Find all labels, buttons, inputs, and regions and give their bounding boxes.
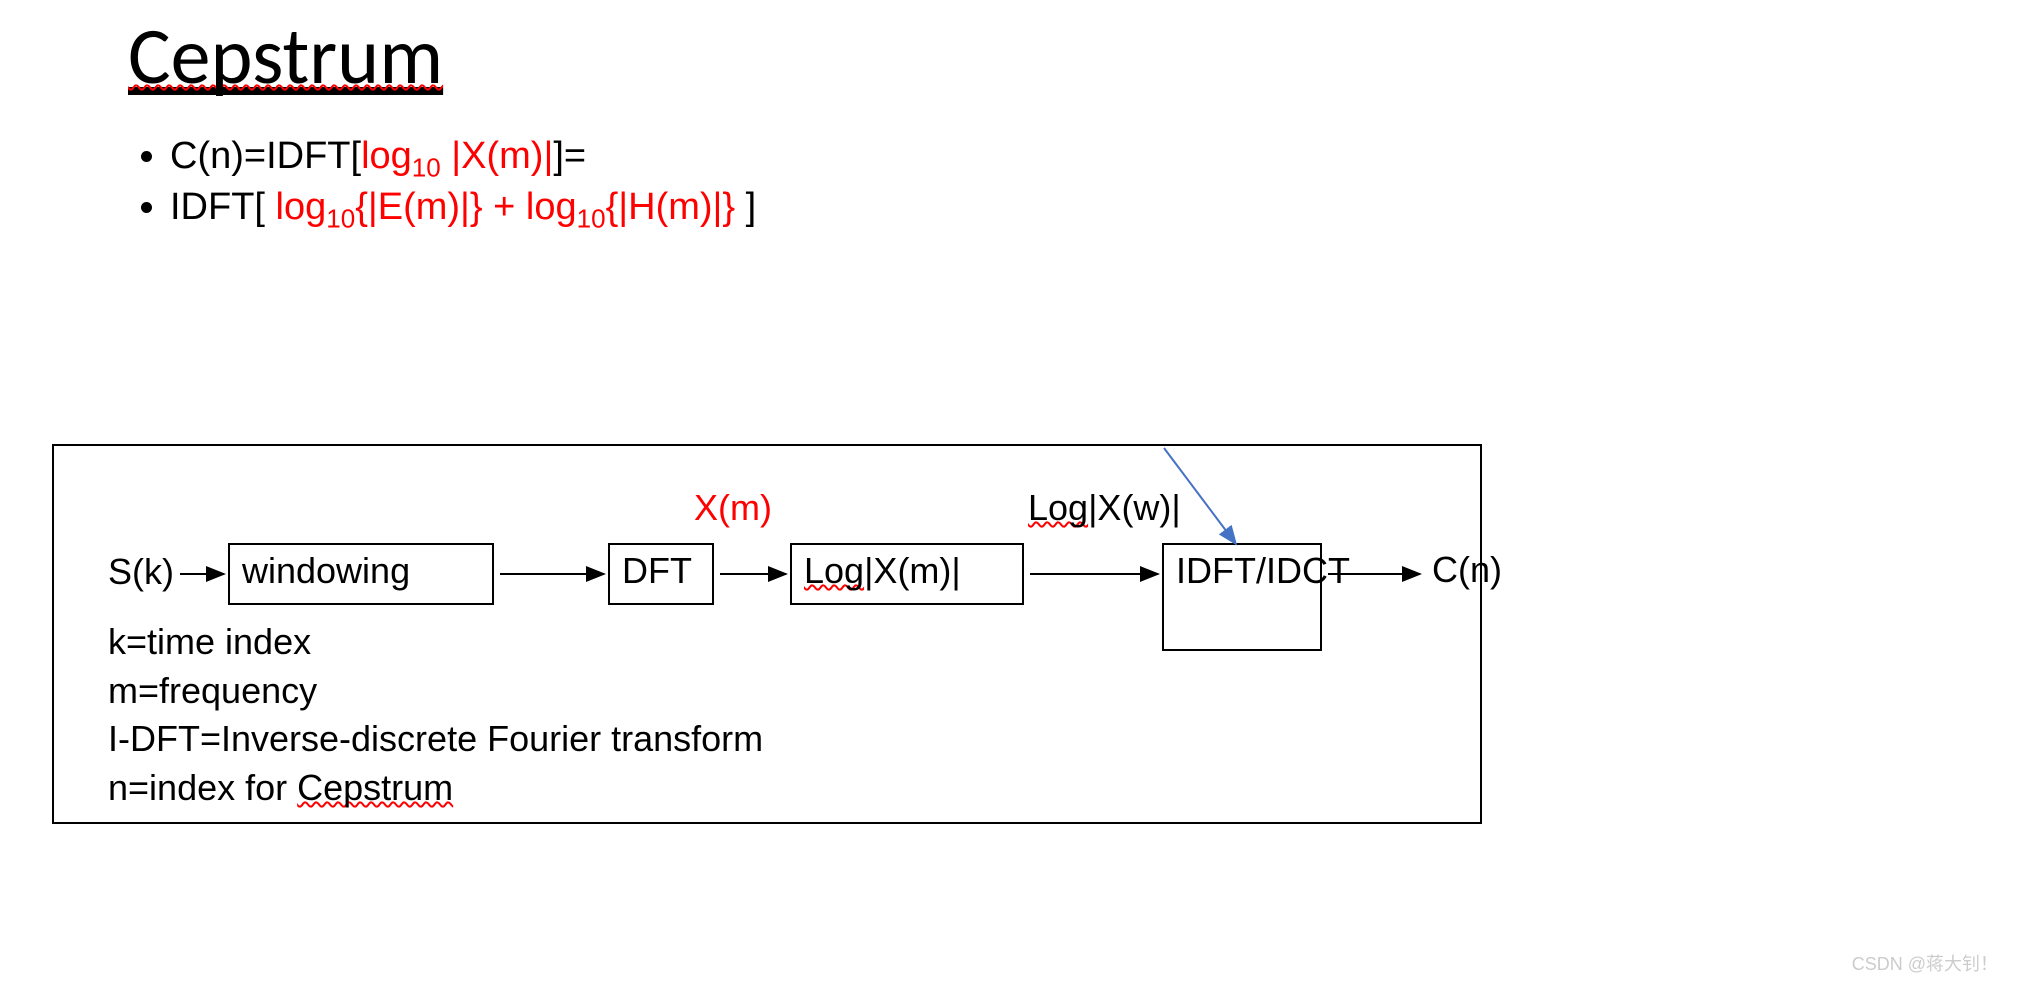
node-logxm: Log|X(m)| [790,543,1024,605]
title-text: Cepstrum [128,8,443,105]
logxw-rest: |X(w)| [1088,487,1181,528]
node-dft: DFT [608,543,714,605]
formula-list: C(n)=IDFT[log10 |X(m)|]= IDFT[ log10{|E(… [100,135,756,236]
f1-post: ]= [553,135,586,177]
legend-line-3: n=index for Cepstrum [108,764,763,813]
logxm-rest: |X(m)| [864,549,961,592]
logxw-log: Log [1028,487,1088,528]
node-idft-line2: /IDCT [1256,549,1350,592]
f2-ra: log [276,186,327,228]
f1-red2: |X(m)| [441,135,554,177]
node-idft-line1: IDFT [1176,549,1256,592]
f1-sub: 10 [412,153,441,183]
node-windowing: windowing [228,543,494,605]
input-label: S(k) [108,550,174,593]
output-label: C(n) [1432,548,1502,591]
legend-line-1: m=frequency [108,667,763,716]
above-label-logxw: Log|X(w)| [1028,486,1181,529]
logxm-log: Log [804,549,864,592]
formula-line-2: IDFT[ log10{|E(m)|} + log10{|H(m)|} ] [170,186,756,235]
f2-rb: {|E(m)|} + log [355,186,576,228]
legend-line-2: I-DFT=Inverse-discrete Fourier transform [108,715,763,764]
legend: k=time index m=frequency I-DFT=Inverse-d… [108,618,763,812]
f2-sb: 10 [577,203,606,233]
legend-cepstrum: Cepstrum [297,767,453,808]
formula-line-1: C(n)=IDFT[log10 |X(m)|]= [170,135,756,184]
f2-sa: 10 [326,203,355,233]
page-title: Cepstrum [128,8,443,105]
legend-line-0: k=time index [108,618,763,667]
node-dft-text: DFT [622,549,692,592]
f1-red1: log [361,135,412,177]
f2-pre: IDFT[ [170,186,276,228]
node-idft: IDFT /IDCT [1162,543,1322,651]
f1-pre: C(n)=IDFT[ [170,135,361,177]
above-label-xm: X(m) [694,486,772,529]
watermark: CSDN @蒋大钊！ [1852,950,1998,976]
node-windowing-text: windowing [242,549,410,592]
f2-rc: {|H(m)|} [606,186,736,228]
f2-post: ] [735,186,756,228]
